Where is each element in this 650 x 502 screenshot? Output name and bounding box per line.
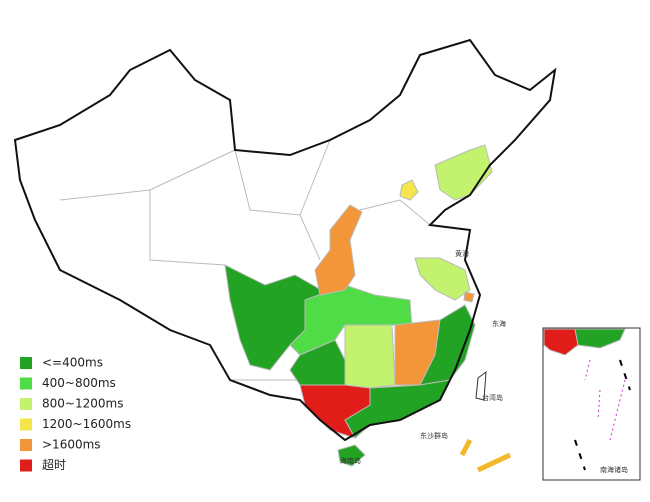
sea-border (459, 438, 512, 473)
province-hunan (344, 324, 396, 389)
province-hainan (337, 444, 366, 467)
province-beijing (399, 179, 419, 201)
island-label: 海南岛 (340, 456, 361, 465)
legend-swatch (20, 459, 32, 472)
island-label: 东沙群岛 (420, 431, 448, 440)
island-label: 台湾岛 (482, 393, 503, 402)
south-sea-inset: 南海诸岛 (542, 327, 641, 481)
province-borders (59, 139, 431, 381)
sea-label: 东海 (492, 319, 506, 328)
legend-swatch (20, 418, 32, 431)
country-outline (13, 38, 557, 442)
legend-label: 超时 (42, 457, 66, 472)
legend-swatch (20, 439, 32, 451)
inset-label: 南海诸岛 (600, 465, 628, 474)
legend-label: <=400ms (42, 356, 103, 370)
province-shanghai (463, 291, 475, 303)
taiwan (475, 370, 487, 401)
legend-label: 1200~1600ms (42, 417, 131, 431)
inset-guangdong (574, 328, 626, 349)
province-shaanxi (314, 204, 363, 296)
province-shandong (414, 257, 471, 301)
legend-label: 400~800ms (42, 376, 116, 390)
legend: <=400ms 400~800ms 800~1200ms 1200~1600ms >16… (20, 356, 131, 472)
sea-label: 黄海 (455, 249, 469, 258)
legend-label: 800~1200ms (42, 397, 123, 411)
legend-label: >1600ms (42, 438, 101, 452)
legend-swatch (20, 357, 32, 369)
province-liaoning (434, 144, 493, 201)
legend-swatch (20, 377, 32, 390)
province-fujian (419, 304, 476, 386)
legend-swatch (20, 398, 32, 410)
